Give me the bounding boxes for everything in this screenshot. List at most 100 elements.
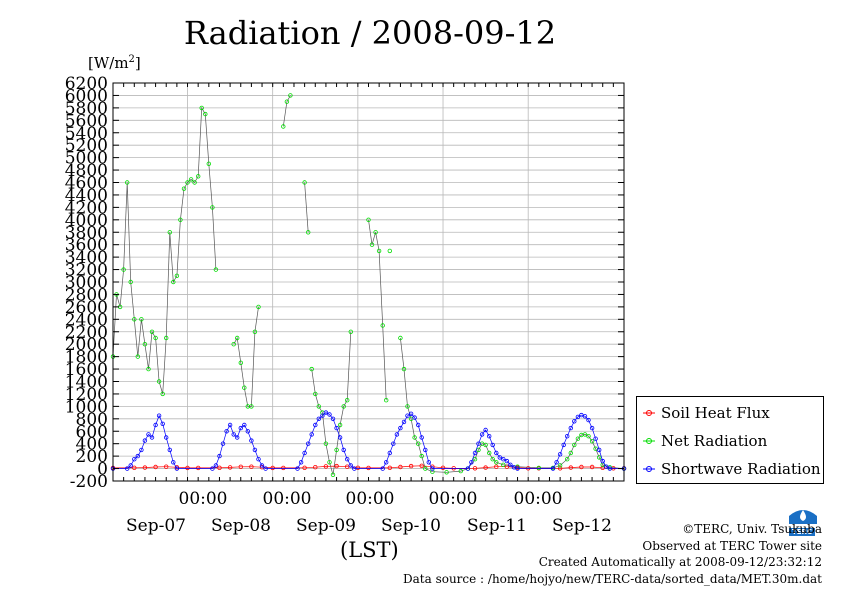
data-point xyxy=(163,464,169,469)
data-point xyxy=(504,464,510,469)
data-point xyxy=(149,329,155,334)
data-point xyxy=(412,435,417,440)
data-point xyxy=(373,230,378,235)
data-point xyxy=(142,438,148,443)
data-point xyxy=(483,442,488,448)
data-point xyxy=(263,466,268,471)
data-point xyxy=(469,460,474,465)
data-point xyxy=(153,464,158,470)
data-point xyxy=(156,413,162,418)
data-point xyxy=(487,450,492,456)
data-point xyxy=(568,465,573,470)
data-point xyxy=(557,466,563,471)
data-point xyxy=(597,447,602,453)
y-tick-label: 1800 xyxy=(65,348,108,368)
data-point xyxy=(252,329,258,334)
data-point xyxy=(334,447,339,453)
y-tick-label: 1000 xyxy=(65,397,108,417)
data-point xyxy=(380,466,385,471)
data-point xyxy=(490,457,495,462)
data-point xyxy=(327,412,332,417)
y-tick-label: 5400 xyxy=(65,124,108,144)
data-point xyxy=(430,466,435,471)
data-point xyxy=(256,304,261,310)
logo-text: TERC xyxy=(789,528,816,536)
data-point xyxy=(132,317,137,322)
y-tick-label: 400 xyxy=(76,435,108,455)
data-point xyxy=(128,463,133,468)
data-point xyxy=(501,457,506,462)
data-point xyxy=(384,398,389,403)
data-point xyxy=(589,439,595,444)
data-point xyxy=(575,436,581,441)
data-point xyxy=(171,460,176,465)
series-line xyxy=(112,106,217,394)
data-point xyxy=(323,410,329,415)
series-shortwave-radiation xyxy=(110,410,627,471)
data-point xyxy=(337,435,343,440)
x-date-label: Sep-08 xyxy=(211,516,271,536)
data-point xyxy=(174,273,180,278)
data-point xyxy=(128,279,133,285)
data-point xyxy=(156,379,162,384)
series-line xyxy=(113,412,624,469)
data-point xyxy=(323,464,329,469)
data-point xyxy=(139,317,144,322)
data-point xyxy=(494,464,499,469)
data-point xyxy=(320,413,325,418)
data-point xyxy=(181,186,187,191)
data-point xyxy=(380,323,385,328)
data-point xyxy=(593,436,598,441)
data-point xyxy=(572,442,577,448)
data-point xyxy=(330,472,336,477)
data-point xyxy=(334,463,339,469)
data-point xyxy=(306,230,311,235)
data-point xyxy=(167,230,172,235)
data-point xyxy=(554,460,559,465)
data-point xyxy=(139,447,144,453)
data-point xyxy=(472,457,478,462)
data-point xyxy=(167,447,172,453)
data-point xyxy=(245,429,250,434)
data-point xyxy=(124,180,130,185)
data-point xyxy=(213,267,219,272)
data-point xyxy=(135,354,140,359)
data-point xyxy=(227,465,233,470)
data-point xyxy=(536,465,541,471)
data-point xyxy=(160,391,165,397)
unit-close: ] xyxy=(134,54,141,72)
data-point xyxy=(192,180,197,185)
data-point xyxy=(309,366,314,372)
x-date-label: Sep-12 xyxy=(552,516,612,536)
data-point xyxy=(348,329,353,334)
data-point xyxy=(217,465,222,470)
data-point xyxy=(284,99,290,104)
x-time-label: 00:00 xyxy=(346,489,395,509)
credit-line-source: Data source : /home/hojyo/new/TERC-data/… xyxy=(403,571,822,586)
y-tick-label: 0 xyxy=(97,460,108,480)
y-tick-label: 3600 xyxy=(65,236,108,256)
x-time-label: 00:00 xyxy=(429,489,478,509)
data-point xyxy=(515,466,520,471)
data-point xyxy=(135,453,140,459)
data-point xyxy=(178,217,183,222)
data-point xyxy=(416,441,421,446)
data-point xyxy=(316,416,321,421)
data-point xyxy=(589,464,595,470)
data-point xyxy=(238,464,243,469)
data-point xyxy=(401,419,407,425)
unit-text: [W/m xyxy=(88,54,129,72)
y-tick-label: 2400 xyxy=(65,310,108,330)
data-point xyxy=(490,442,495,448)
data-point xyxy=(366,465,371,471)
data-point xyxy=(416,422,421,428)
credit-line-created: Created Automatically at 2008-09-12/23:3… xyxy=(538,555,822,569)
legend-label: Soil Heat Flux xyxy=(661,404,770,422)
data-point xyxy=(557,452,563,457)
data-point xyxy=(487,434,492,439)
series-line xyxy=(400,337,625,473)
data-point xyxy=(242,422,247,428)
data-point xyxy=(384,460,389,465)
x-time-label: 00:00 xyxy=(514,489,563,509)
series-line xyxy=(282,95,291,127)
